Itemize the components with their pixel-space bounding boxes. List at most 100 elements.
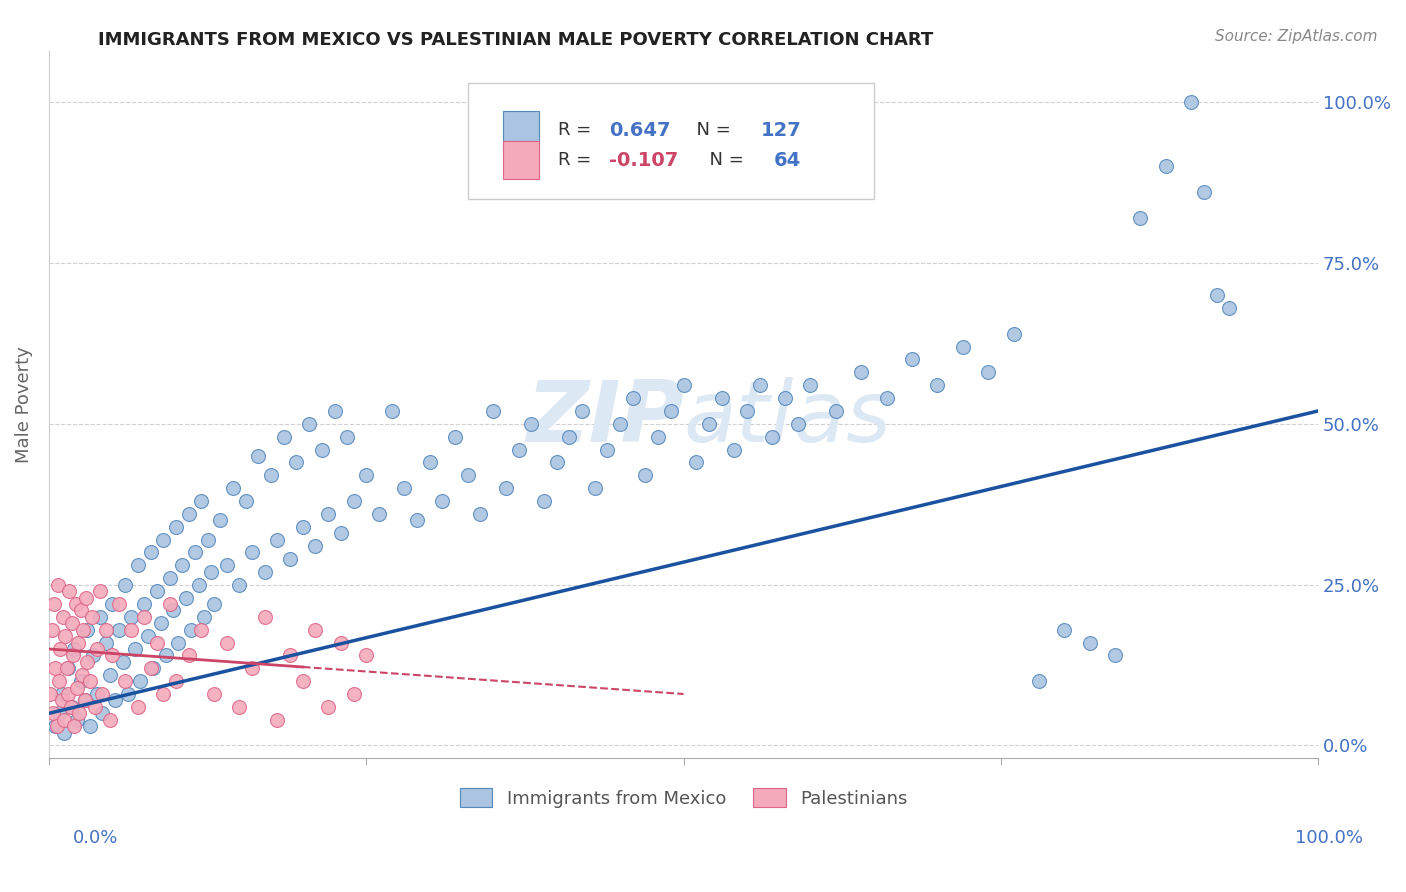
Point: [273, 430, 295, 444]
Point: [260, 468, 283, 483]
Point: [51, 693, 73, 707]
Point: [69, 603, 91, 617]
Text: 0.647: 0.647: [609, 120, 671, 140]
Point: [187, 577, 209, 591]
Point: [1129, 211, 1152, 225]
Point: [977, 365, 1000, 379]
Point: [117, 687, 139, 701]
Point: [45, 719, 67, 733]
Point: [134, 609, 156, 624]
Point: [546, 455, 568, 469]
Point: [799, 378, 821, 392]
Point: [72, 623, 94, 637]
Point: [56, 661, 79, 675]
Point: [209, 513, 232, 527]
Point: [697, 417, 720, 431]
Point: [167, 635, 190, 649]
Point: [184, 545, 207, 559]
Point: [723, 442, 745, 457]
Point: [558, 430, 581, 444]
Point: [48, 674, 70, 689]
Point: [149, 616, 172, 631]
Point: [162, 603, 184, 617]
Point: [311, 442, 333, 457]
Text: 127: 127: [761, 120, 801, 140]
Point: [394, 481, 416, 495]
Point: [121, 609, 143, 624]
Point: [901, 352, 924, 367]
Point: [52, 609, 75, 624]
Point: [70, 667, 93, 681]
Legend: Immigrants from Mexico, Palestinians: Immigrants from Mexico, Palestinians: [451, 779, 917, 816]
Point: [202, 597, 225, 611]
Text: N =: N =: [685, 121, 737, 139]
Point: [329, 635, 352, 649]
Point: [356, 468, 378, 483]
Point: [419, 455, 441, 469]
Point: [41, 623, 63, 637]
Point: [98, 667, 121, 681]
Point: [824, 404, 846, 418]
Point: [124, 642, 146, 657]
Point: [53, 713, 76, 727]
Y-axis label: Male Poverty: Male Poverty: [15, 346, 32, 463]
Point: [444, 430, 467, 444]
Point: [278, 552, 301, 566]
Point: [127, 558, 149, 573]
Point: [86, 687, 108, 701]
Point: [79, 719, 101, 733]
Point: [247, 449, 270, 463]
Point: [1218, 301, 1240, 315]
Point: [86, 642, 108, 657]
Point: [571, 404, 593, 418]
Point: [159, 597, 181, 611]
Text: R =: R =: [558, 151, 598, 169]
Point: [107, 623, 129, 637]
Text: 100.0%: 100.0%: [1295, 829, 1362, 847]
Point: [177, 648, 200, 663]
Point: [285, 455, 308, 469]
Point: [253, 565, 276, 579]
Point: [240, 661, 263, 675]
Point: [621, 391, 644, 405]
Point: [329, 526, 352, 541]
Point: [48, 706, 70, 721]
Point: [89, 609, 111, 624]
Point: [101, 597, 124, 611]
Point: [228, 699, 250, 714]
Point: [136, 629, 159, 643]
Point: [761, 430, 783, 444]
Point: [114, 674, 136, 689]
Point: [927, 378, 949, 392]
Point: [200, 565, 222, 579]
Point: [278, 648, 301, 663]
Point: [222, 481, 245, 495]
Point: [1192, 185, 1215, 199]
Text: ZIP: ZIP: [526, 377, 683, 460]
Point: [60, 616, 83, 631]
Point: [1180, 95, 1202, 110]
Point: [139, 545, 162, 559]
Point: [82, 648, 104, 663]
Point: [55, 661, 77, 675]
Point: [129, 674, 152, 689]
Point: [44, 719, 66, 733]
Point: [91, 706, 114, 721]
Point: [63, 719, 86, 733]
Point: [76, 623, 98, 637]
Text: N =: N =: [697, 151, 749, 169]
Point: [165, 520, 187, 534]
Point: [1205, 288, 1227, 302]
Text: IMMIGRANTS FROM MEXICO VS PALESTINIAN MALE POVERTY CORRELATION CHART: IMMIGRANTS FROM MEXICO VS PALESTINIAN MA…: [98, 31, 934, 49]
Point: [139, 661, 162, 675]
Point: [146, 635, 169, 649]
Point: [786, 417, 808, 431]
Point: [49, 642, 72, 657]
Point: [583, 481, 606, 495]
Point: [66, 713, 89, 727]
Point: [215, 635, 238, 649]
Point: [127, 699, 149, 714]
Point: [851, 365, 873, 379]
Point: [134, 597, 156, 611]
Point: [66, 681, 89, 695]
